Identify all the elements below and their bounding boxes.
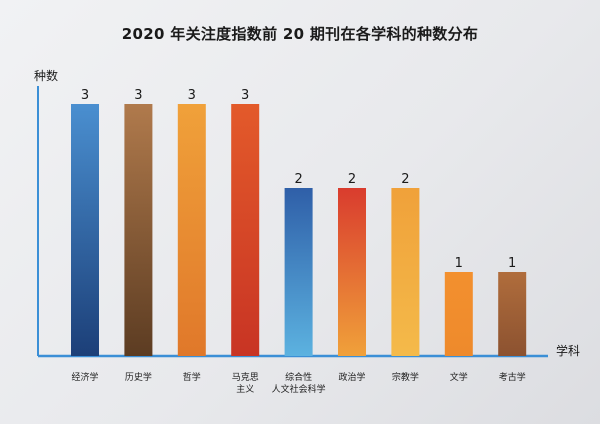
bar: [177, 104, 206, 356]
data-label: 2: [294, 172, 302, 187]
data-label: 1: [508, 256, 516, 271]
y-axis-label: 种数: [34, 68, 58, 83]
bar: [498, 272, 527, 356]
tick-label: 人文社会科学: [272, 383, 326, 395]
bar: [444, 272, 473, 356]
tick-label: 哲学: [183, 371, 201, 383]
tick-label: 文学: [450, 371, 468, 383]
tick-label: 马克思: [232, 372, 259, 383]
data-label: 3: [241, 88, 249, 103]
bar: [284, 188, 313, 356]
data-label: 2: [401, 172, 409, 187]
data-label: 1: [455, 256, 463, 271]
tick-label: 主义: [236, 383, 254, 395]
bar: [338, 188, 366, 356]
bar: [391, 188, 420, 356]
bar: [71, 104, 99, 356]
tick-label: 历史学: [125, 371, 152, 383]
data-label: 3: [81, 88, 89, 103]
bar: [124, 104, 153, 356]
tick-label: 政治学: [338, 371, 365, 383]
data-label: 3: [134, 88, 142, 103]
tick-label: 经济学: [71, 371, 98, 383]
tick-label: 宗教学: [392, 371, 419, 383]
chart-title: 2020 年关注度指数前 20 期刊在各学科的种数分布: [121, 25, 479, 43]
tick-label: 综合性: [285, 371, 312, 383]
x-axis-label: 学科: [556, 343, 580, 358]
tick-label: 考古学: [499, 371, 526, 383]
data-label: 3: [188, 88, 196, 103]
data-label: 2: [348, 172, 356, 187]
bar: [231, 104, 260, 356]
